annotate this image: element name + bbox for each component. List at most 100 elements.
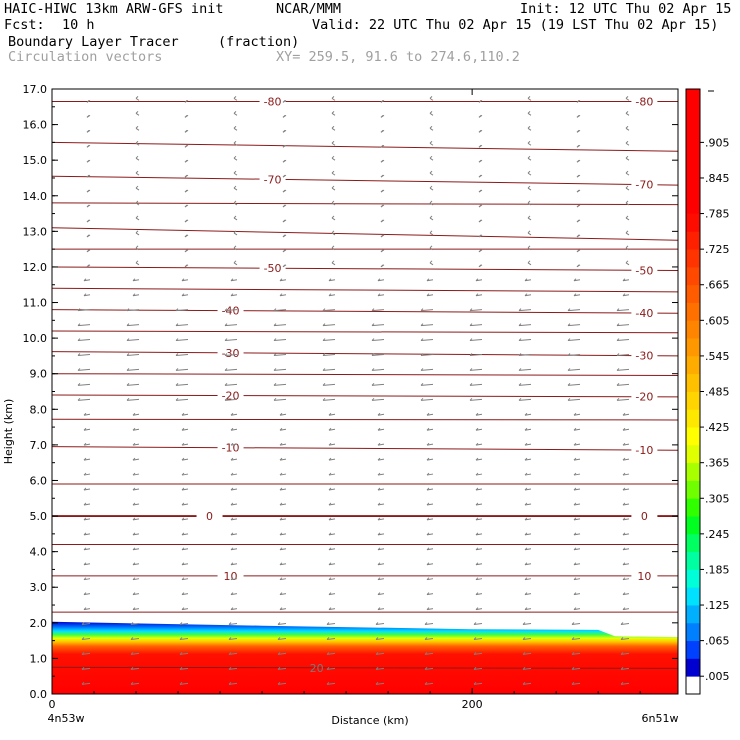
colorbar-swatch [686, 622, 700, 642]
wind-vector [331, 260, 336, 266]
wind-vector [377, 487, 385, 491]
wind-vector [126, 353, 140, 356]
isotherm-m25 [51, 373, 679, 376]
isotherm-m75 [51, 141, 679, 152]
wind-vector [426, 278, 434, 282]
wind-vector [233, 140, 238, 146]
wind-vector [377, 532, 385, 536]
wind-vector [622, 547, 630, 551]
wind-vector [181, 412, 189, 416]
wind-vector [380, 219, 385, 223]
wind-vector [576, 114, 581, 118]
wind-vector [377, 412, 385, 416]
wind-vector [224, 338, 238, 342]
wind-vector [478, 129, 483, 133]
wind-vector [426, 502, 434, 506]
wind-vector [83, 487, 91, 491]
wind-vector [132, 562, 140, 566]
wind-vector [573, 532, 581, 536]
wind-vector [132, 592, 140, 596]
wind-vector [380, 144, 385, 148]
wind-vector [77, 353, 91, 356]
wind-vector [273, 323, 287, 327]
isotherm-label-bg [217, 389, 244, 402]
wind-vector [175, 338, 189, 342]
wind-vector [475, 442, 483, 446]
wind-vector [573, 427, 581, 431]
wind-vector [473, 667, 483, 670]
wind-vector [380, 264, 385, 268]
wind-vector [86, 114, 91, 118]
wind-vector [478, 264, 483, 268]
wind-vector [135, 96, 140, 101]
wind-vector [132, 532, 140, 536]
wind-vector [230, 592, 238, 596]
wind-vector [282, 234, 287, 238]
wind-vector [371, 323, 385, 327]
wind-vector [282, 249, 287, 253]
circulation-vectors [77, 96, 630, 685]
valid-time: Valid: 22 UTC Thu 02 Apr 15 (19 LST Thu … [312, 17, 719, 33]
wind-vector [277, 622, 287, 626]
wind-vector [424, 681, 434, 685]
wind-vector [126, 383, 140, 386]
wind-vector [380, 234, 385, 238]
wind-vector [429, 245, 434, 251]
wind-vector [573, 278, 581, 282]
wind-vector [282, 129, 287, 133]
colorbar-label: .005 [705, 670, 730, 683]
wind-vector [279, 577, 287, 581]
wind-vector [518, 397, 532, 401]
y-tick-label: 16.0 [23, 119, 48, 132]
isotherm-label-bg [631, 510, 658, 523]
wind-vector [331, 230, 336, 236]
wind-vector [77, 308, 91, 312]
isotherm-label-bg [259, 262, 286, 275]
isotherm-label: -50 [264, 262, 282, 275]
colorbar-swatch [686, 142, 700, 161]
wind-vector [573, 592, 581, 596]
colorbar-swatch [686, 391, 700, 410]
isotherm-label: -80 [264, 95, 282, 108]
wind-vector [576, 129, 581, 133]
wind-vector [524, 562, 532, 566]
wind-vector [625, 260, 630, 266]
wind-vector [622, 412, 630, 416]
wind-vector [522, 637, 532, 640]
y-tick-label: 0.0 [30, 688, 48, 701]
wind-vector [524, 278, 532, 282]
wind-vector [132, 412, 140, 416]
isotherm-label-bg [196, 510, 223, 523]
wind-vector [230, 562, 238, 566]
wind-vector [331, 245, 336, 251]
wind-vector [524, 607, 532, 611]
wind-vector [620, 637, 630, 640]
wind-vector [527, 110, 532, 116]
wind-vector [622, 278, 630, 282]
wind-vector [473, 637, 483, 640]
wind-vector [224, 308, 238, 312]
wind-vector [230, 502, 238, 506]
wind-vector [322, 397, 336, 401]
wind-vector [86, 174, 91, 178]
colorbar-label: .185 [705, 563, 730, 576]
y-tick-label: 12.0 [23, 261, 48, 274]
wind-vector [184, 219, 189, 223]
wind-vector [282, 99, 287, 103]
wind-vector [524, 502, 532, 506]
wind-vector [328, 547, 336, 551]
isotherm-label: -20 [222, 390, 240, 403]
colorbar-swatch [686, 106, 700, 125]
wind-vector [424, 652, 434, 655]
colorbar-swatch [686, 177, 700, 197]
wind-vector [77, 338, 91, 342]
y-tick-label: 7.0 [30, 439, 48, 452]
wind-vector [527, 230, 532, 236]
wind-vector [567, 368, 581, 371]
wind-vector [625, 170, 630, 176]
wind-vector [625, 230, 630, 236]
y-tick-label: 3.0 [30, 581, 48, 594]
wind-vector [126, 323, 140, 327]
wind-vector [184, 249, 189, 253]
